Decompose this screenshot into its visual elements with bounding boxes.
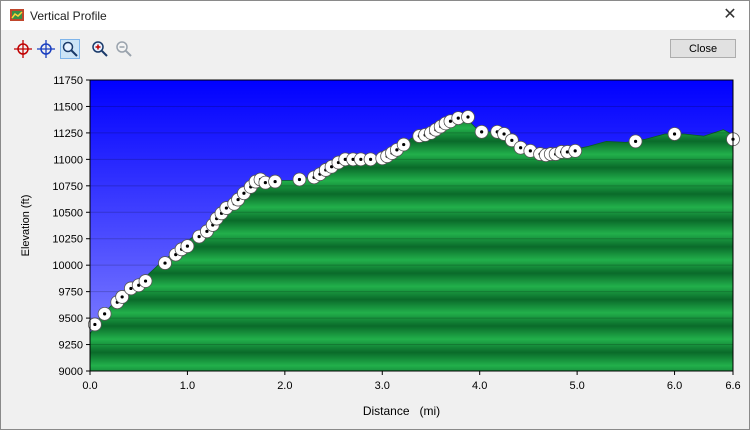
- waypoint-dot: [466, 115, 470, 119]
- toolbar: [1, 30, 749, 66]
- waypoint-dot: [456, 116, 460, 120]
- waypoint-marker[interactable]: [353, 152, 368, 167]
- zoom-window-icon: [62, 41, 78, 57]
- y-tick-label: 11000: [53, 154, 83, 166]
- crosshair-blue-icon[interactable]: [36, 39, 56, 59]
- y-tick-label: 10500: [52, 207, 83, 219]
- waypoint-dot: [448, 119, 453, 123]
- close-button[interactable]: Close: [670, 39, 736, 58]
- waypoint-dot: [368, 157, 373, 161]
- zoom-in-icon[interactable]: [90, 39, 110, 59]
- x-tick-label: 0.0: [82, 380, 97, 392]
- waypoint-marker[interactable]: [115, 290, 130, 304]
- waypoint-marker[interactable]: [461, 110, 475, 124]
- plot-frame: [89, 79, 734, 372]
- waypoint-dot: [224, 206, 228, 210]
- waypoint-dot: [565, 150, 569, 154]
- y-tick-label: 9000: [59, 366, 83, 378]
- waypoint-marker[interactable]: [292, 172, 307, 187]
- waypoint-dot: [528, 149, 532, 153]
- waypoint-dot: [502, 132, 506, 136]
- waypoint-dot: [402, 142, 406, 147]
- y-tick-label: 9500: [59, 313, 83, 325]
- waypoint-marker[interactable]: [568, 143, 583, 158]
- waypoint-dot: [573, 149, 577, 153]
- elevation-profile-chart: 9000 9250 9500 9750 10000 10250 10500 10750 1100…: [20, 75, 741, 418]
- waypoint-dot: [93, 322, 97, 327]
- waypoint-marker[interactable]: [158, 256, 172, 270]
- waypoint-dot: [143, 279, 148, 283]
- waypoint-dot: [242, 191, 246, 195]
- waypoint-marker[interactable]: [138, 274, 153, 288]
- title-bar: Vertical Profile ✕: [1, 1, 749, 30]
- waypoint-marker[interactable]: [180, 239, 195, 254]
- waypoint-dot: [120, 295, 124, 299]
- crosshair-red-icon[interactable]: [13, 39, 33, 59]
- waypoint-dot: [137, 283, 141, 287]
- waypoint-dot: [359, 157, 363, 161]
- y-tick-label: 11500: [53, 101, 83, 113]
- zoom-window-button[interactable]: [60, 39, 80, 59]
- waypoint-dot: [263, 181, 267, 185]
- waypoint-marker[interactable]: [628, 134, 643, 149]
- y-tick-label: 10750: [52, 181, 83, 193]
- waypoint-marker[interactable]: [268, 174, 283, 189]
- waypoint-marker[interactable]: [667, 127, 682, 141]
- window-close-icon[interactable]: ✕: [723, 6, 737, 23]
- waypoint-dot: [343, 157, 347, 161]
- waypoint-dot: [519, 146, 523, 150]
- waypoint-dot: [236, 197, 240, 202]
- y-tick-label: 9250: [59, 340, 83, 352]
- y-tick-label: 9750: [59, 287, 83, 299]
- y-axis-label: Elevation (ft): [20, 195, 32, 257]
- y-tick-label: 11250: [53, 128, 83, 140]
- waypoint-dot: [510, 138, 514, 142]
- x-tick-label: 6.6: [725, 380, 740, 392]
- waypoint-dot: [205, 229, 209, 233]
- waypoint-dot: [197, 235, 201, 239]
- waypoint-dot: [297, 177, 302, 182]
- waypoint-dot: [395, 148, 399, 152]
- waypoint-dot: [330, 165, 334, 169]
- waypoint-dot: [672, 132, 677, 136]
- waypoint-marker[interactable]: [363, 152, 378, 167]
- x-tick-label: 2.0: [277, 380, 292, 392]
- waypoint-dot: [163, 261, 167, 265]
- waypoint-marker[interactable]: [97, 306, 112, 321]
- waypoint-dot: [273, 179, 277, 184]
- waypoint-dot: [185, 244, 190, 248]
- zoom-out-icon[interactable]: [114, 39, 134, 59]
- x-tick-label: 1.0: [180, 380, 195, 392]
- x-tick-label: 5.0: [569, 380, 584, 392]
- waypoint-marker[interactable]: [87, 317, 102, 332]
- x-tick-label: 4.0: [472, 380, 487, 392]
- waypoint-marker[interactable]: [504, 133, 519, 148]
- waypoint-dot: [103, 312, 107, 316]
- waypoint-dot: [129, 286, 133, 291]
- y-tick-label: 10250: [52, 234, 83, 246]
- x-axis-label: Distance (mi): [363, 404, 440, 418]
- waypoint-marker[interactable]: [474, 124, 489, 139]
- y-tick-label: 10000: [52, 260, 83, 272]
- waypoint-dot: [633, 139, 638, 143]
- waypoint-dot: [351, 157, 355, 161]
- waypoint-marker[interactable]: [396, 137, 411, 152]
- x-tick-label: 6.0: [667, 380, 682, 392]
- waypoint-dot: [480, 130, 484, 134]
- window-title: Vertical Profile: [30, 9, 107, 23]
- x-tick-label: 3.0: [375, 380, 390, 392]
- app-icon: [10, 9, 24, 21]
- y-tick-label: 11750: [53, 75, 83, 87]
